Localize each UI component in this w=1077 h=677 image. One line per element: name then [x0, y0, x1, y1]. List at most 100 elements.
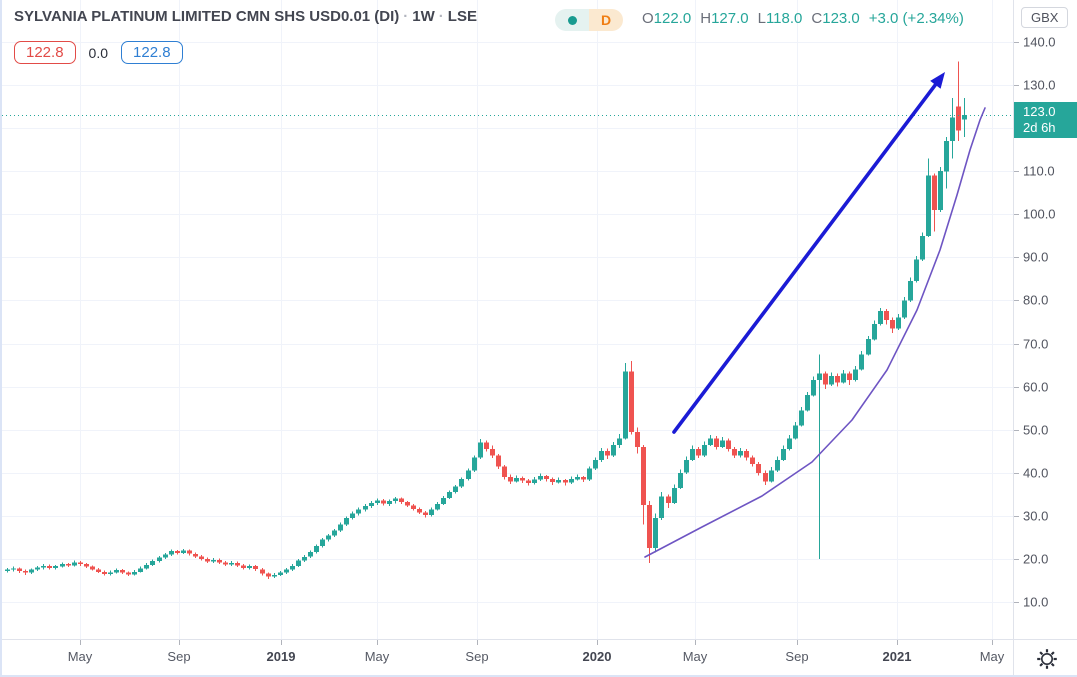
price-tick-mark	[1014, 473, 1019, 474]
candle-body	[938, 171, 943, 210]
candle-body	[744, 451, 749, 458]
axis-settings-corner[interactable]	[1013, 639, 1077, 675]
time-tick-mark	[897, 640, 898, 645]
candle-body	[132, 571, 137, 575]
candle-body	[187, 550, 192, 554]
candle-body	[769, 470, 774, 482]
last-price-badge[interactable]: 123.0 2d 6h	[1014, 102, 1077, 138]
market-status-dot-icon	[567, 15, 577, 25]
candle-body	[732, 449, 737, 456]
low-label: L	[757, 10, 766, 27]
candle-body	[78, 562, 83, 565]
candle-body	[369, 502, 374, 506]
candle-body	[926, 175, 931, 236]
candle-body	[884, 311, 889, 320]
time-tick-label: May	[67, 649, 93, 664]
price-tick-label: 60.0	[1023, 379, 1049, 395]
price-tick-label: 40.0	[1023, 465, 1049, 481]
candle-body	[944, 141, 949, 172]
candle-body	[666, 496, 671, 503]
candle-body	[647, 505, 652, 549]
change-value: +3.0 (+2.34%)	[868, 10, 964, 27]
price-tick-label: 30.0	[1023, 508, 1049, 524]
candle-body	[544, 476, 549, 479]
candle-body	[775, 459, 780, 471]
candle-body	[150, 561, 155, 565]
chart-pane[interactable]: SYLVANIA PLATINUM LIMITED CMN SHS USD0.0…	[2, 0, 1013, 639]
alert-price-chip-blue[interactable]: 122.8	[121, 41, 183, 64]
candle-body	[520, 477, 525, 481]
candle-body	[29, 569, 34, 573]
candle-body	[902, 300, 907, 318]
candle-body	[375, 500, 380, 503]
time-tick-label: May	[979, 649, 1005, 664]
candle-body	[181, 550, 186, 553]
candle-body	[66, 564, 71, 566]
candle-body	[793, 425, 798, 439]
gear-icon[interactable]	[1035, 647, 1059, 671]
parabolic-curve[interactable]	[644, 107, 986, 558]
candle-body	[726, 440, 731, 450]
candle-body	[556, 480, 561, 483]
price-axis[interactable]: GBX 140.0 130.0 110.0 100.0 90.0 80.0 70.0 60.0…	[1013, 0, 1077, 639]
symbol-title[interactable]: SYLVANIA PLATINUM LIMITED CMN SHS USD0.0…	[14, 8, 400, 25]
candle-body	[890, 319, 895, 329]
candle-body	[641, 446, 646, 506]
exchange-label[interactable]: LSE	[447, 8, 477, 25]
price-tick-label: 70.0	[1023, 336, 1049, 352]
legend-separator: ·	[403, 8, 409, 25]
candle-body	[502, 466, 507, 478]
candle-body	[332, 530, 337, 536]
candle-body	[587, 468, 592, 480]
price-tick-mark	[1014, 516, 1019, 517]
market-status-pill[interactable]: D	[555, 9, 623, 31]
low-value: 118.0	[765, 10, 803, 27]
candle-body	[872, 324, 877, 340]
time-tick-label: May	[364, 649, 390, 664]
candle-body	[575, 477, 580, 480]
high-value: 127.0	[711, 10, 749, 27]
candle-body	[41, 565, 46, 568]
time-axis[interactable]: May Sep 2019 May Sep 2020 May Sep 2021 May	[2, 639, 1013, 675]
price-tick-mark	[1014, 300, 1019, 301]
candles[interactable]	[5, 61, 967, 580]
candle-body	[593, 459, 598, 469]
delayed-data-badge: D	[600, 12, 612, 28]
data-mode-segment[interactable]: D	[589, 9, 623, 31]
open-label: O	[642, 10, 654, 27]
interval-label[interactable]: 1W	[412, 8, 435, 25]
candle-body	[260, 569, 265, 574]
legend-separator: ·	[438, 8, 444, 25]
candle-body	[169, 551, 174, 555]
time-tick-mark	[797, 640, 798, 645]
candle-body	[835, 375, 840, 383]
candle-body	[320, 539, 325, 546]
price-alert-row: 122.8 0.0 122.8	[14, 41, 183, 64]
time-tick-mark	[695, 640, 696, 645]
candle-body	[635, 431, 640, 447]
candle-body	[399, 498, 404, 502]
candlestick-chart-canvas[interactable]	[2, 0, 1013, 639]
price-tick-label: 20.0	[1023, 551, 1049, 567]
candle-body	[157, 557, 162, 561]
candle-body	[278, 572, 283, 575]
trend-arrow[interactable]	[672, 72, 945, 434]
candle-body	[599, 451, 604, 460]
candle-body	[623, 371, 628, 439]
candle-body	[484, 442, 489, 450]
candle-body	[393, 498, 398, 502]
candle-body	[144, 565, 149, 569]
candle-body	[811, 380, 816, 396]
candle-body	[290, 565, 295, 570]
candle-body	[708, 438, 713, 445]
alert-price-chip-red[interactable]: 122.8	[14, 41, 76, 64]
candle-body	[750, 457, 755, 465]
market-status-segment[interactable]	[555, 9, 589, 31]
chart-legend[interactable]: SYLVANIA PLATINUM LIMITED CMN SHS USD0.0…	[14, 8, 477, 34]
candle-body	[211, 559, 216, 562]
currency-unit-badge[interactable]: GBX	[1021, 7, 1069, 28]
candle-body	[417, 509, 422, 513]
price-tick-mark	[1014, 214, 1019, 215]
candle-body	[514, 477, 519, 482]
